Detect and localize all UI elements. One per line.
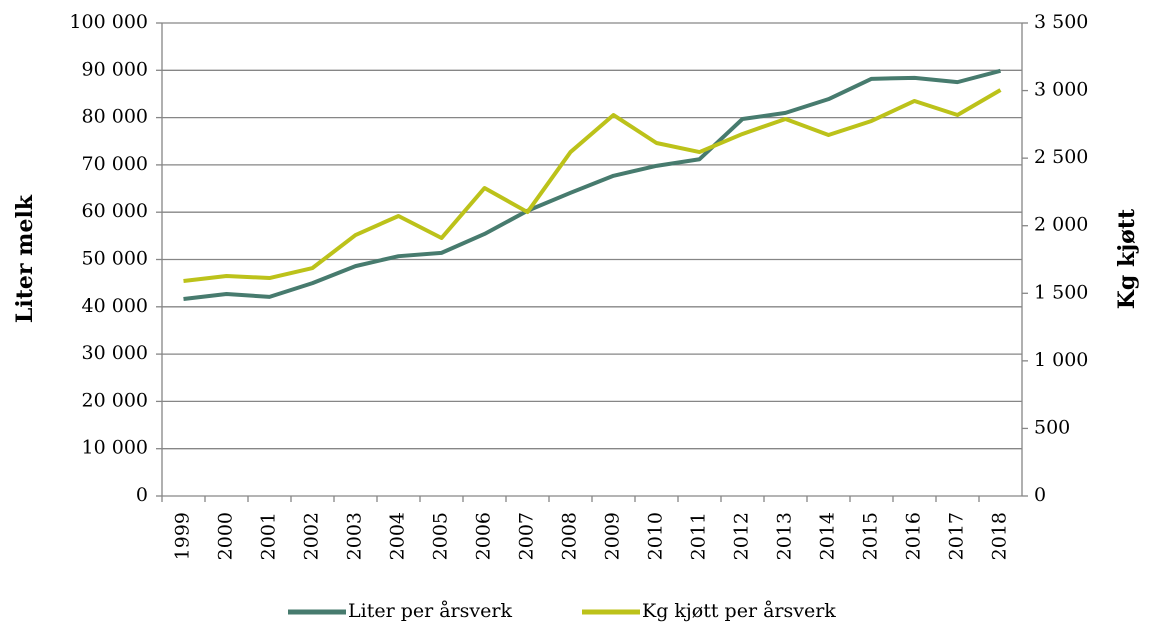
series-line	[183, 68, 1002, 301]
x-tick-label: 2009	[602, 512, 624, 560]
x-tick-label: 2000	[215, 512, 237, 560]
y-tick-label: 70 000	[82, 153, 148, 175]
legend-label: Kg kjøtt per årsverk	[642, 600, 836, 622]
y-tick-label: 0	[136, 484, 148, 506]
y-tick-label: 90 000	[82, 58, 148, 80]
y2-tick-label: 0	[1034, 484, 1046, 506]
y-tick-label: 100 000	[69, 11, 148, 33]
y2-tick-label: 2 000	[1034, 214, 1088, 236]
y-tick-label: 50 000	[82, 248, 148, 270]
y-tick-label: 40 000	[82, 295, 148, 317]
y2-tick-label: 3 000	[1034, 79, 1088, 101]
x-tick-label: 2002	[301, 512, 323, 560]
x-tick-label: 2017	[946, 512, 968, 560]
y2-tick-label: 500	[1034, 416, 1070, 438]
x-tick-label: 2010	[645, 512, 667, 560]
y-tick-label: 80 000	[82, 106, 148, 128]
y2-axis-label: Kg kjøtt	[1114, 208, 1140, 309]
x-tick-label: 2016	[903, 512, 925, 560]
x-tick-label: 2008	[559, 512, 581, 560]
x-tick-label: 2004	[387, 512, 409, 560]
x-tick-label: 2006	[473, 512, 495, 560]
y2-tick-label: 1 500	[1034, 281, 1088, 303]
y2-tick-label: 3 500	[1034, 11, 1088, 33]
y2-tick-label: 1 000	[1034, 349, 1088, 371]
series-line	[183, 88, 1002, 283]
y-tick-label: 30 000	[82, 342, 148, 364]
x-tick-label: 2003	[344, 512, 366, 560]
y-axis-label: Liter melk	[12, 194, 38, 323]
x-tick-label: 2005	[430, 512, 452, 560]
x-tick-label: 2015	[860, 512, 882, 560]
x-tick-label: 2011	[688, 512, 710, 560]
x-tick-label: 2014	[817, 512, 839, 560]
x-tick-label: 2007	[516, 512, 538, 560]
legend-label: Liter per årsverk	[348, 600, 512, 622]
x-tick-label: 2018	[989, 512, 1011, 560]
x-tick-label: 2001	[258, 512, 280, 560]
y-tick-label: 20 000	[82, 389, 148, 411]
x-tick-label: 2012	[731, 512, 753, 560]
y2-tick-label: 2 500	[1034, 146, 1088, 168]
x-tick-label: 1999	[172, 512, 194, 560]
y-tick-label: 60 000	[82, 200, 148, 222]
x-tick-label: 2013	[774, 512, 796, 560]
y-tick-label: 10 000	[82, 437, 148, 459]
